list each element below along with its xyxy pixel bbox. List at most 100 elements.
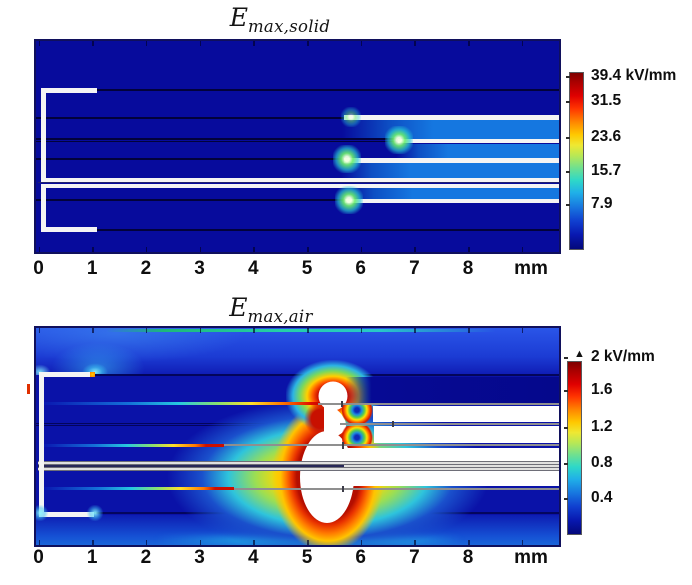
x-tick-label: 0 [33,258,44,279]
mm-tick [414,540,416,545]
air-dark-band [346,377,559,403]
colorbar-tick [564,463,568,465]
mm-tick [468,247,470,252]
mm-tick [307,41,309,46]
field-hotspot [385,126,413,154]
bracket-electrode-vertical [41,88,46,182]
plate-seam [38,182,559,184]
x-tick-label: 2 [140,258,152,279]
bullseye-minimum [342,404,404,423]
saturated-region-blob [300,381,354,523]
colorbar-tick-label: 0.4 [591,489,613,506]
axis-tick-row [36,540,559,545]
mm-tick [521,247,524,252]
conductor-plate [344,158,559,163]
mm-tick [38,540,40,545]
colorbar-tick-label: 1.6 [591,381,613,398]
mm-tick [307,328,309,333]
conductor-edge-line [36,116,348,119]
vertex-tick [341,400,343,407]
x-tick-label: 7 [409,258,420,279]
bracket-electrode-vertical [41,183,46,232]
edge-field-line-gradient [44,487,234,490]
masked-solid-band [344,471,559,486]
x-tick-label: 4 [248,258,259,279]
mm-tick [92,41,94,46]
x-tick-label: 1 [86,547,98,568]
stress-band [342,120,559,139]
stress-band [396,143,559,158]
x-axis-top: 0 1 2 3 4 5 6 7 8 mm [0,258,692,284]
x-axis-unit-label: mm [514,258,548,279]
mm-tick [199,328,202,333]
mm-tick [145,540,148,545]
x-tick-label: 5 [301,547,313,568]
colorbar-tick-label: 7.9 [591,195,613,212]
mm-tick [38,41,40,46]
mm-tick [92,328,94,333]
edge-field-line-gradient [44,443,224,447]
x-axis-bottom: 0 1 2 3 4 5 6 7 8 mm [0,547,692,573]
mm-tick [307,540,309,545]
arm-tip-hotspot [90,372,95,377]
title-symbol: E [229,293,248,322]
mm-tick [92,247,94,252]
vertex-tick [392,420,394,428]
mm-tick [521,328,524,333]
stress-band [341,162,559,178]
x-tick-label: 7 [409,547,420,568]
stress-band [344,187,559,199]
colorbar-tick-label: 2 kV/mm [591,348,655,365]
field-hotspot [333,145,361,173]
colorbar-air [567,361,582,535]
conductor-edge-line [97,88,559,91]
x-tick-label: 1 [86,258,98,279]
bracket-electrode-arm [41,88,97,93]
x-tick-label: 8 [462,547,474,568]
conductor-plate [344,115,559,120]
top-plot-title: Emax,solid [180,3,380,36]
vertex-tick [342,485,344,492]
title-subscript: max,air [247,307,313,326]
mm-tick [360,247,363,252]
field-hotspot [335,186,363,214]
axis-tick-row [36,247,559,252]
mm-tick [414,328,416,333]
conductor-plate-full [41,177,559,182]
mm-tick [92,540,94,545]
colorbar-tick [566,76,570,78]
mm-tick [145,41,148,46]
colorbar-solid [569,72,584,250]
title-subscript: max,solid [247,17,331,36]
conductor-plate [398,138,559,143]
plate-edge [38,470,559,471]
bullseye-gradient [342,425,404,444]
mm-tick [360,41,363,46]
x-tick-label: 0 [33,547,44,568]
conductor-plate [345,198,559,203]
plate-edge [38,464,559,466]
mm-tick [521,41,524,46]
mm-tick [253,247,255,252]
x-tick-label: 4 [248,547,259,568]
mm-tick [199,247,202,252]
conductor-boundary-line [318,402,559,405]
corona-glow [36,505,48,521]
masked-solid-band [373,405,559,422]
bottom-plot-title: Emax,air [171,293,371,326]
x-tick-label: 6 [355,547,366,568]
field-hotspot [341,107,361,127]
conductor-edge-line [97,228,559,231]
overflow-triangle-icon: ▲ [574,348,585,360]
conductor-plate-full [41,183,559,188]
mm-tick [468,540,470,545]
colorbar-tick [564,498,568,500]
colorbar-tick [566,171,570,173]
colorbar-tick-label: 23.6 [591,128,622,145]
conductor-boundary-line [234,487,559,490]
x-tick-label: 3 [194,547,205,568]
masked-solid-band [344,447,559,461]
colorbar-tick-label: 15.7 [591,162,622,179]
mm-tick [38,328,40,333]
